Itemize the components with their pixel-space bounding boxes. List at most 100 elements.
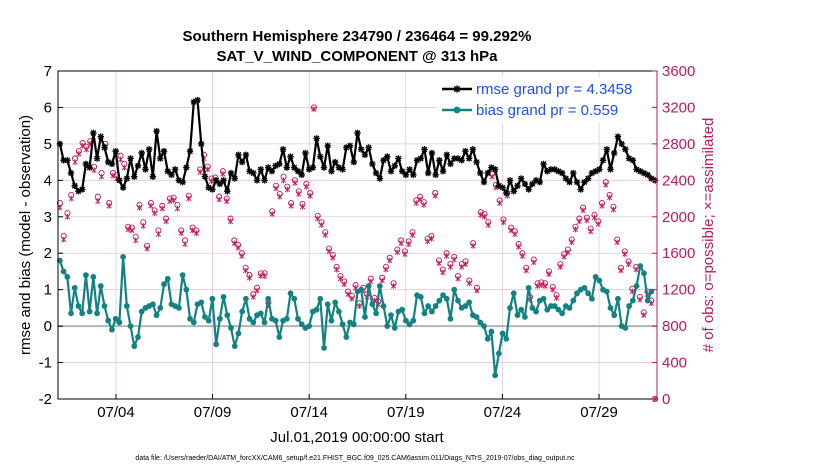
obs-assimilated-marker [633,266,639,273]
obs-assimilated-marker [117,156,124,163]
star-stroke [596,166,603,173]
star-stroke [97,133,104,140]
rmse-point [261,177,268,184]
bias-point [417,294,424,300]
obs-assimilated-marker [614,239,620,246]
bias-point [183,286,190,293]
star-stroke [648,175,655,182]
bias-point [447,315,454,322]
bias-point [391,325,398,331]
star-stroke [228,170,234,176]
rmse-point [201,173,209,180]
rmse-point [142,166,149,173]
star-stroke [112,148,119,155]
obs-assimilated-marker [398,240,404,247]
obs-assimilated-marker [474,287,480,294]
rmse-point [231,175,238,182]
star-stroke [280,146,286,153]
rmse-point [614,133,622,140]
bias-point [473,314,480,320]
rmse-point [506,177,514,184]
star-stroke [641,170,647,176]
obs-assimilated-marker [379,277,385,284]
rmse-point [209,186,216,193]
obs-assimilated-marker [470,243,476,249]
obs-assimilated-marker [133,237,139,244]
left-tick-label: 4 [44,172,52,189]
bias-point [466,299,473,306]
bias-point [484,335,491,342]
bias-point [94,310,100,317]
rmse-point [287,153,294,160]
right-tick-label: 2400 [662,172,695,189]
star-stroke [347,142,353,149]
rmse-point [71,182,78,189]
rmse-point [503,189,510,197]
bias-point [250,319,257,326]
rmse-point [116,177,123,184]
rmse-point [320,164,328,171]
bias-point [436,297,443,304]
rmse-point [558,169,566,177]
bias-point [228,325,234,331]
obs-assimilated-marker [307,192,313,199]
star-stroke [127,155,134,162]
obs-assimilated-marker [637,296,643,303]
rmse-point [510,188,517,195]
obs-assimilated-marker [326,248,332,255]
obs-assimilated-marker [129,227,135,234]
bias-point [283,315,290,322]
star-stroke [328,168,335,175]
obs-assimilated-marker [288,202,294,209]
bias-point [157,304,164,311]
bias-point [71,284,78,291]
bias-point [570,297,577,304]
bias-point [164,275,171,282]
rmse-point [436,157,443,164]
legend: rmse grand pr = 4.3458 bias grand pr = 0… [437,77,651,123]
rmse-point [458,157,465,164]
bias-point [384,323,391,330]
obs-assimilated-marker [576,218,582,225]
star-stroke [618,140,625,147]
obs-assimilated-marker [428,235,435,242]
star-stroke [376,175,383,182]
bias-point [525,284,532,291]
left-tick-label: 7 [44,63,52,80]
bias-point [209,295,216,302]
bias-point [533,308,539,315]
bias-point [421,310,428,317]
bias-point [503,335,510,342]
bias-point [399,306,406,313]
bias-point [555,306,562,313]
star-stroke [373,170,379,176]
star-stroke [622,146,629,153]
bias-point [317,295,324,302]
rmse-point [584,175,592,182]
x-tick-label: 07/29 [580,404,618,421]
obs-assimilated-marker [512,231,518,237]
obs-assimilated-marker [546,271,552,278]
right-tick-label: 2000 [662,209,695,226]
bias-point [190,319,197,326]
rmse-point [521,180,529,188]
bias-point [179,272,186,278]
rmse-point [224,188,231,195]
bias-point [161,281,167,288]
obs-assimilated-marker [538,282,544,289]
star-stroke [94,155,100,162]
bias-point [343,334,350,340]
bias-point [637,263,644,269]
chart-title: Southern Hemisphere 234790 / 236464 = 99… [183,28,532,45]
bias-point [127,323,134,330]
right-tick-label: 1600 [662,245,695,262]
bias-point [432,303,439,309]
bias-point [313,306,320,313]
bias-point [514,312,521,319]
star-stroke [525,186,532,193]
star-stroke [562,175,569,182]
star-stroke [607,166,614,173]
y2-axis-label: # of obs: o=possible; ×=assimilated [700,118,717,353]
rmse-point [361,151,369,159]
